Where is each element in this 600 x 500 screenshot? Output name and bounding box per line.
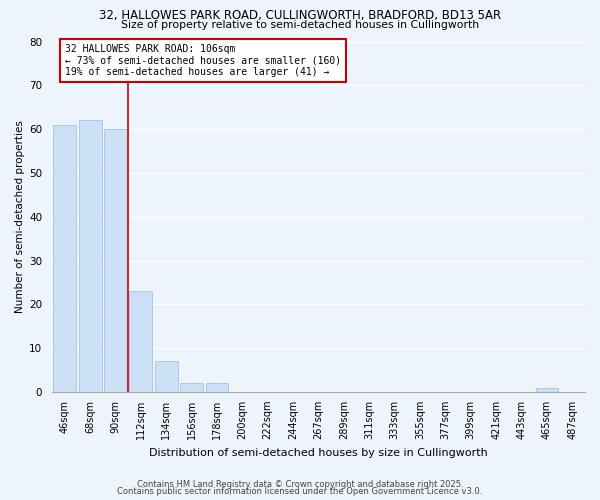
Bar [130, 292, 152, 392]
Text: Contains public sector information licensed under the Open Government Licence v3: Contains public sector information licen… [118, 487, 482, 496]
Text: 32, HALLOWES PARK ROAD, CULLINGWORTH, BRADFORD, BD13 5AR: 32, HALLOWES PARK ROAD, CULLINGWORTH, BR… [99, 9, 501, 22]
Text: Size of property relative to semi-detached houses in Cullingworth: Size of property relative to semi-detach… [121, 20, 479, 30]
X-axis label: Distribution of semi-detached houses by size in Cullingworth: Distribution of semi-detached houses by … [149, 448, 488, 458]
Bar [53, 125, 76, 392]
Text: Contains HM Land Registry data © Crown copyright and database right 2025.: Contains HM Land Registry data © Crown c… [137, 480, 463, 489]
Bar [104, 129, 127, 392]
Bar [155, 362, 178, 392]
Bar [206, 384, 229, 392]
Bar [79, 120, 101, 392]
Bar [180, 384, 203, 392]
Text: 32 HALLOWES PARK ROAD: 106sqm
← 73% of semi-detached houses are smaller (160)
19: 32 HALLOWES PARK ROAD: 106sqm ← 73% of s… [65, 44, 341, 77]
Bar [536, 388, 559, 392]
Y-axis label: Number of semi-detached properties: Number of semi-detached properties [15, 120, 25, 313]
